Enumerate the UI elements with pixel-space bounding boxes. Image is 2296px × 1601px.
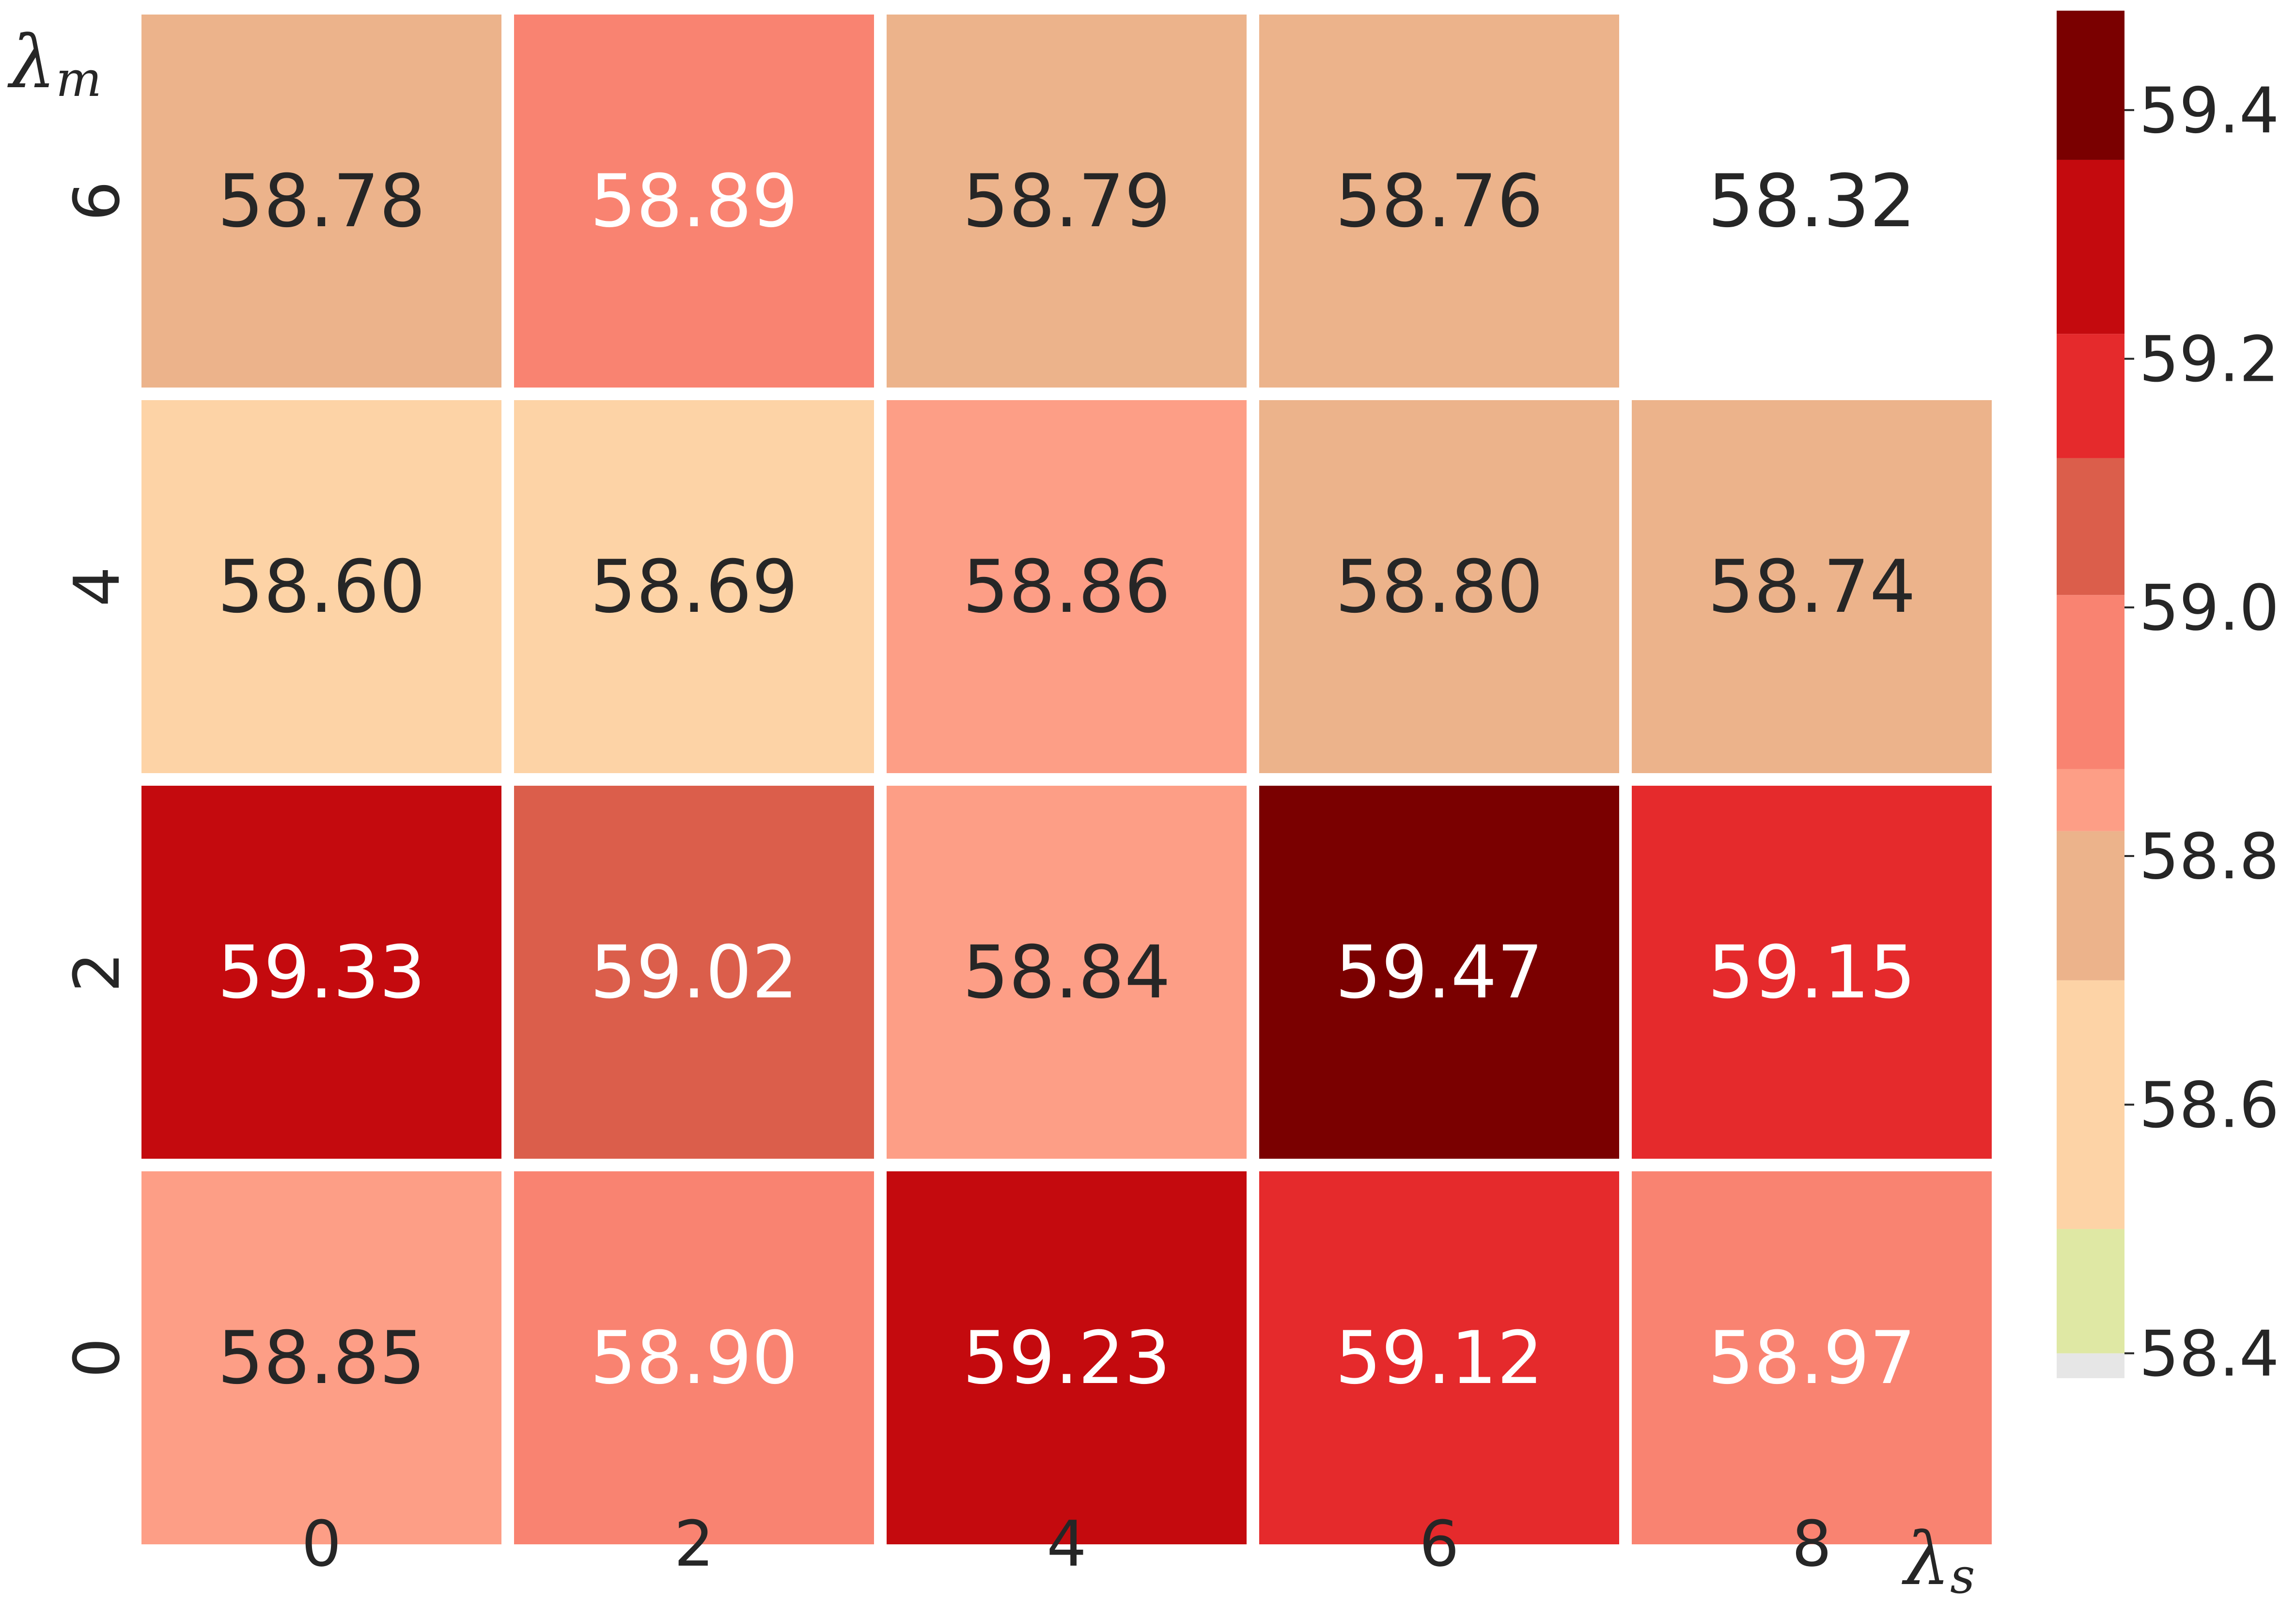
colorbar-band xyxy=(2057,11,2124,160)
cell-value-label: 59.15 xyxy=(1708,931,1916,1015)
cell-value-label: 58.74 xyxy=(1708,545,1916,629)
cell-value-label: 58.84 xyxy=(963,931,1171,1015)
colorbar-band xyxy=(2057,159,2124,334)
y-tick-label: 6 xyxy=(60,181,134,221)
colorbar-tick-label: 58.6 xyxy=(2139,1068,2279,1142)
colorbar-tick-labels: 58.4 58.6 58.8 59.0 59.2 59.4 xyxy=(2124,74,2279,1391)
cell-value-label: 58.97 xyxy=(1708,1316,1916,1400)
heatmap-cell xyxy=(514,15,874,388)
heatmap-cell xyxy=(887,15,1247,388)
x-tick-label: 0 xyxy=(301,1507,342,1581)
cell-value-label: 58.69 xyxy=(590,545,798,629)
x-tick-label: 2 xyxy=(674,1507,714,1581)
cell-value-label: 58.90 xyxy=(590,1316,798,1400)
heatmap-cell xyxy=(887,1171,1247,1544)
y-axis-title: λm xyxy=(7,20,102,108)
y-tick-label: 4 xyxy=(60,567,134,607)
heatmap-cell xyxy=(141,400,501,773)
cell-value-label: 58.80 xyxy=(1335,545,1543,629)
heatmap-cell xyxy=(514,1171,874,1544)
colorbar-band xyxy=(2057,980,2124,1229)
colorbar-band xyxy=(2057,1353,2124,1378)
cell-value-label: 58.85 xyxy=(218,1316,425,1400)
colorbar-tick-label: 58.8 xyxy=(2139,820,2279,893)
cell-value-label: 59.33 xyxy=(218,931,425,1015)
colorbar xyxy=(2057,11,2124,1378)
heatmap-cell xyxy=(1632,400,1992,773)
heatmap-cell xyxy=(1259,786,1619,1159)
cell-value-label: 59.02 xyxy=(590,931,798,1015)
heatmap-cell xyxy=(1259,15,1619,388)
colorbar-band xyxy=(2057,334,2124,458)
colorbar-tick-label: 58.4 xyxy=(2139,1317,2279,1391)
colorbar-band xyxy=(2057,1229,2124,1353)
colorbar-tick-label: 59.0 xyxy=(2139,571,2279,645)
colorbar-band xyxy=(2057,831,2124,980)
y-tick-label: 2 xyxy=(60,952,134,993)
cell-value-label: 59.23 xyxy=(963,1316,1171,1400)
x-axis-tick-labels: 0 2 4 6 8 xyxy=(301,1507,1832,1581)
heatmap-cell xyxy=(1632,1171,1992,1544)
heatmap-cell xyxy=(514,786,874,1159)
x-tick-label: 4 xyxy=(1046,1507,1087,1581)
colorbar-band xyxy=(2057,595,2124,769)
colorbar-tick-label: 59.4 xyxy=(2139,74,2279,147)
colorbar-band xyxy=(2057,769,2124,831)
heatmap-cell-labels: 58.78 58.89 58.79 58.76 58.32 58.60 58.69 58.86… xyxy=(218,159,1916,1400)
x-tick-label: 8 xyxy=(1792,1507,1832,1581)
heatmap-cell xyxy=(887,400,1247,773)
heatmap-cell xyxy=(1259,400,1619,773)
cell-value-label: 58.32 xyxy=(1708,159,1916,244)
y-tick-label: 0 xyxy=(60,1338,134,1378)
cell-value-label: 58.76 xyxy=(1335,159,1543,244)
colorbar-tick-label: 59.2 xyxy=(2139,323,2279,396)
heatmap-cell xyxy=(141,786,501,1159)
heatmap-cells xyxy=(141,15,1992,1544)
heatmap-cell xyxy=(887,786,1247,1159)
heatmap-cell xyxy=(1632,15,1992,388)
cell-value-label: 58.60 xyxy=(218,545,425,629)
colorbar-band xyxy=(2057,458,2124,595)
cell-value-label: 59.47 xyxy=(1335,931,1543,1015)
cell-value-label: 59.12 xyxy=(1335,1316,1543,1400)
heatmap-cell xyxy=(1632,786,1992,1159)
heatmap-cell xyxy=(1259,1171,1619,1544)
cell-value-label: 58.78 xyxy=(218,159,425,244)
y-axis-tick-labels: 6 4 2 0 xyxy=(60,181,134,1378)
x-tick-label: 6 xyxy=(1419,1507,1459,1581)
cell-value-label: 58.79 xyxy=(963,159,1171,244)
heatmap-cell xyxy=(141,15,501,388)
x-axis-title: λs xyxy=(1902,1517,1975,1601)
heatmap-cell xyxy=(514,400,874,773)
heatmap-cell xyxy=(141,1171,501,1544)
cell-value-label: 58.89 xyxy=(590,159,798,244)
cell-value-label: 58.86 xyxy=(963,545,1171,629)
